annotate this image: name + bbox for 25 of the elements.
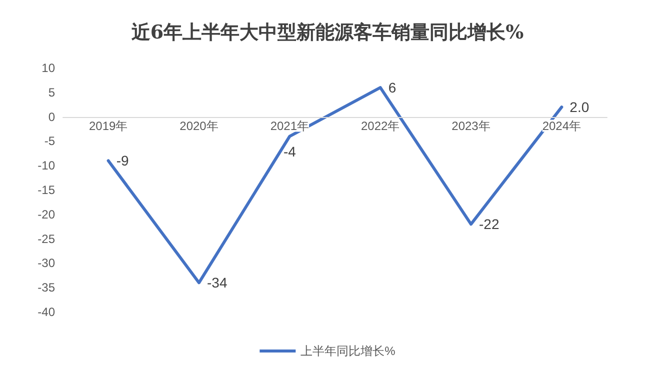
y-tick-label: -5 <box>44 134 56 148</box>
legend-label: 上半年同比增长% <box>300 344 396 358</box>
y-tick-label: -10 <box>38 158 56 173</box>
data-label: 2.0 <box>570 99 590 116</box>
y-tick-label: 10 <box>42 61 56 75</box>
x-tick-label: 2019年 <box>88 118 128 133</box>
x-tick-label: 2021年 <box>270 118 310 133</box>
y-tick-label: 5 <box>48 85 56 100</box>
x-tick-label: 2023年 <box>452 118 490 133</box>
y-tick-label: -20 <box>38 207 56 222</box>
y-tick-label: -30 <box>38 256 56 270</box>
y-tick-label: 0 <box>48 110 56 124</box>
chart-title: 近6年上半年大中型新能源客车销量同比增长% <box>130 22 524 44</box>
data-label: 6 <box>388 80 396 96</box>
x-tick-label: 2022年 <box>360 118 400 133</box>
data-label: -34 <box>207 274 228 291</box>
x-tick-label: 2024年 <box>542 118 582 133</box>
data-label: -9 <box>116 152 129 169</box>
y-tick-label: -25 <box>38 232 56 246</box>
data-label: -4 <box>283 143 296 160</box>
y-tick-label: -15 <box>38 183 56 197</box>
y-tick-label: -40 <box>38 305 56 319</box>
y-tick-label: -35 <box>38 280 56 295</box>
data-label: -22 <box>479 216 500 232</box>
x-tick-label: 2020年 <box>180 118 218 133</box>
